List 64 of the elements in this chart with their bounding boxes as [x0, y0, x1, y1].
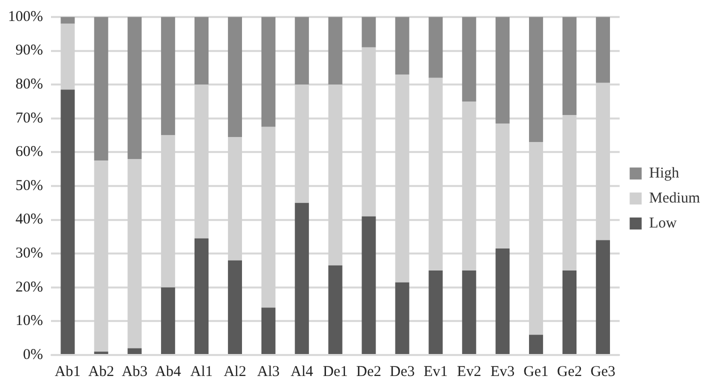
bar — [496, 17, 510, 124]
y-tick-label: 80% — [15, 76, 43, 93]
bar — [362, 17, 376, 48]
bar — [60, 90, 75, 354]
bar — [328, 17, 342, 85]
x-tick-label: Ev1 — [424, 364, 448, 380]
bar — [128, 348, 142, 354]
bar — [194, 17, 209, 85]
bar — [462, 270, 476, 354]
bar — [294, 202, 309, 354]
y-tick-label: 50% — [15, 178, 43, 194]
bar — [128, 17, 142, 159]
x-tick-label: Al1 — [190, 364, 213, 380]
bar — [194, 238, 209, 354]
bar — [462, 17, 476, 102]
y-tick-label: 70% — [15, 110, 43, 126]
x-tick-label: Ab4 — [155, 364, 182, 380]
bar — [428, 270, 443, 354]
y-tick-label: 30% — [15, 246, 43, 262]
bar — [228, 260, 242, 354]
bar — [529, 17, 544, 142]
legend-label: Low — [649, 215, 677, 232]
bar — [395, 17, 410, 74]
bar — [60, 17, 75, 24]
x-tick-label: Ge1 — [524, 364, 549, 380]
x-tick-label: Ge2 — [556, 364, 582, 380]
y-tick-label: 20% — [15, 279, 43, 296]
x-tick-label: De1 — [322, 364, 348, 380]
bar — [261, 17, 276, 127]
bar — [161, 17, 176, 136]
bar — [562, 17, 577, 116]
y-tick-label: 90% — [15, 42, 43, 59]
x-tick-label: Ev2 — [457, 364, 482, 380]
x-tick-label: Ab1 — [54, 364, 81, 380]
x-tick-label: Ab2 — [88, 364, 114, 380]
bar — [94, 17, 108, 161]
y-tick-label: 0% — [22, 346, 43, 363]
x-tick-label: Al3 — [257, 364, 280, 380]
bar — [596, 17, 610, 83]
bar — [328, 265, 342, 354]
bar — [261, 308, 276, 354]
bar — [294, 17, 309, 85]
y-tick-label: 10% — [15, 313, 43, 330]
bar — [562, 270, 577, 354]
legend-label: High — [649, 165, 680, 182]
bar — [228, 17, 242, 137]
x-tick-label: De3 — [390, 364, 415, 380]
x-tick-label: Ge3 — [590, 364, 616, 380]
x-tick-label: Ev3 — [490, 364, 515, 380]
bar — [161, 287, 176, 354]
x-tick-label: Ab3 — [122, 364, 148, 380]
bar — [496, 248, 510, 354]
bar — [428, 17, 443, 78]
legend-label: Medium — [649, 190, 700, 206]
y-tick-label: 40% — [15, 212, 43, 228]
bar — [529, 334, 544, 354]
y-tick-label: 100% — [8, 8, 43, 25]
bar — [596, 240, 610, 354]
x-tick-label: De2 — [356, 364, 382, 380]
bar — [395, 282, 410, 354]
bar — [362, 216, 376, 354]
x-tick-label: Al4 — [290, 364, 314, 380]
x-tick-label: Al2 — [224, 364, 246, 380]
y-tick-label: 60% — [15, 144, 43, 160]
